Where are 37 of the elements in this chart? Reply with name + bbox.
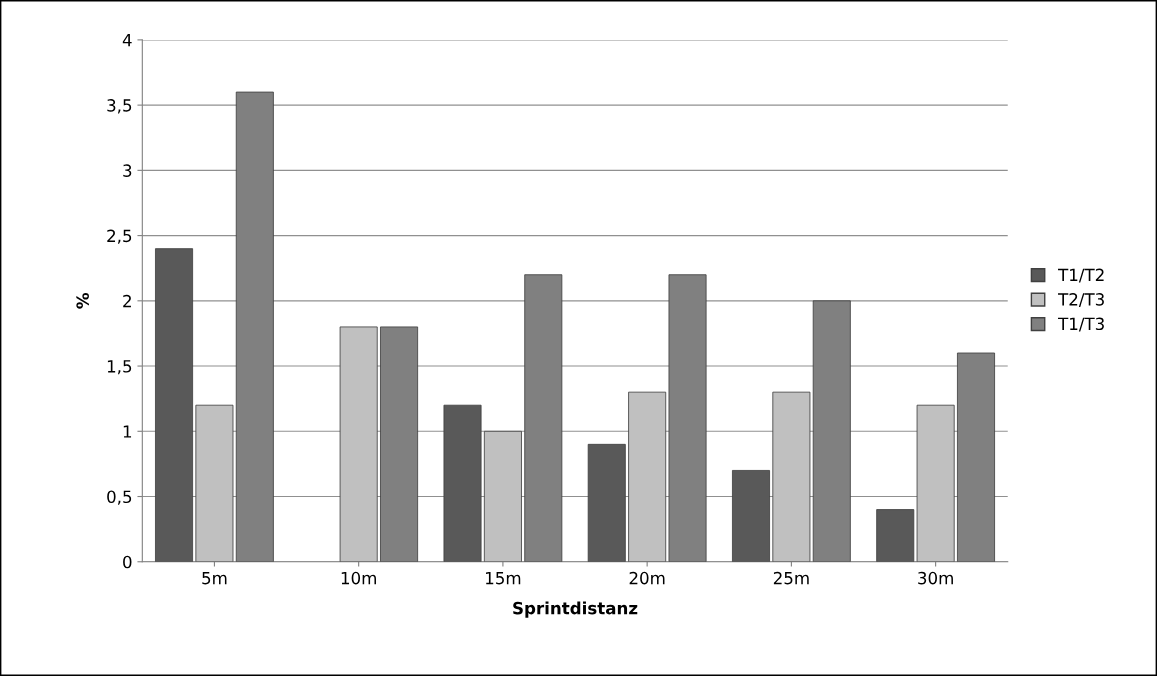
y-tick-label: 2,5 [107, 229, 132, 244]
bar [235, 91, 274, 562]
x-axis-title: Sprintdistanz [513, 601, 638, 618]
bar [916, 404, 955, 562]
bar [772, 391, 811, 562]
bar [443, 404, 482, 562]
legend-label: T1/T3 [1058, 317, 1104, 332]
x-tick-label: 10m [341, 571, 376, 585]
y-tick-label: 4 [122, 34, 132, 47]
bar [524, 274, 563, 562]
x-tick-label: 20m [629, 571, 665, 585]
x-tick-label: 25m [773, 571, 809, 585]
bar [876, 509, 915, 562]
y-tick-label: 0,5 [107, 490, 132, 505]
x-tick-label: 15m [486, 571, 521, 585]
y-tick-label: 3 [123, 164, 132, 177]
y-axis-title: % [76, 293, 89, 309]
bar [812, 300, 851, 562]
bar [339, 326, 378, 562]
bar [483, 430, 522, 562]
x-tick-label: 30m [918, 571, 953, 585]
bar [628, 391, 667, 562]
y-tick-label: 2 [123, 294, 131, 308]
x-tick-label: 5m [202, 571, 227, 585]
bar [155, 248, 194, 562]
y-tick-label: 0 [123, 555, 132, 569]
bar [380, 326, 419, 562]
bar [587, 443, 626, 562]
y-tick-label: 1,5 [107, 360, 132, 375]
legend-label: T1/T2 [1058, 268, 1104, 283]
bar [195, 404, 234, 562]
legend-label: T2/T3 [1058, 293, 1104, 307]
bar [732, 470, 770, 562]
y-tick-label: 3,5 [107, 99, 132, 114]
bar [957, 352, 996, 562]
bar [668, 274, 707, 562]
y-tick-label: 1 [123, 425, 132, 438]
